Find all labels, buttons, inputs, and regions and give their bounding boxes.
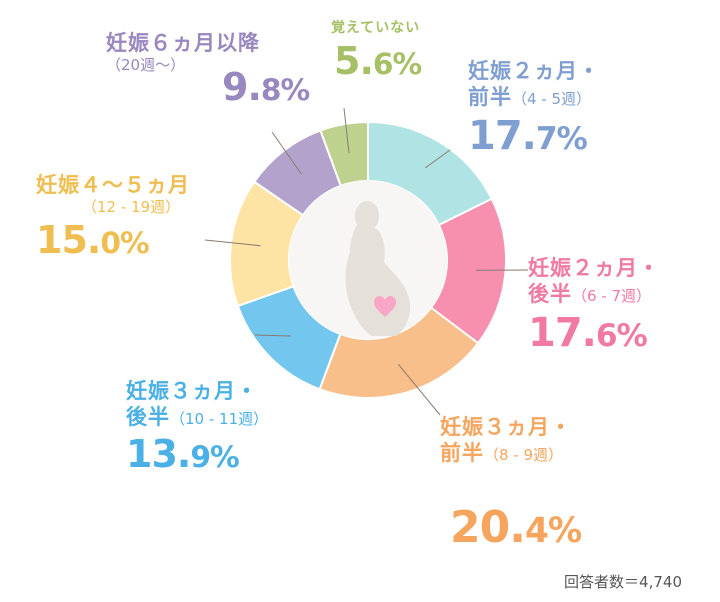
label-name-2: 後半（6 - 7週）: [528, 282, 652, 307]
label-4-5m: 妊娠４～５ヵ月 （12 - 19週） 15.0%: [36, 172, 190, 265]
label-name: 妊娠３ヵ月・: [126, 379, 258, 403]
leader-line: [397, 363, 441, 416]
leader-lines: [204, 107, 529, 416]
label-name: 覚えていない: [330, 20, 421, 36]
leader-line: [343, 107, 350, 154]
label-percent-3m-early: 20.4%: [450, 502, 582, 553]
label-sub: （12 - 19週）: [82, 198, 181, 217]
label-percent: 17.7%: [468, 112, 588, 159]
label-name-2: 前半（4 - 5週）: [468, 85, 592, 110]
leader-line: [254, 334, 291, 337]
label-name: 妊娠３ヵ月・: [440, 415, 572, 439]
donut-center: [289, 181, 447, 339]
label-percent-6m-plus: 9.8%: [222, 65, 310, 109]
label-percent: 5.6%: [334, 38, 422, 83]
leader-line: [204, 239, 261, 247]
label-name: 妊娠４～５ヵ月: [36, 173, 190, 197]
label-name: 妊娠６ヵ月以降: [106, 31, 260, 55]
donut-slices: [229, 120, 507, 399]
label-percent: 17.6%: [528, 309, 648, 356]
label-name: 妊娠２ヵ月・: [528, 256, 660, 280]
leader-line: [424, 149, 451, 169]
label-percent: 13.9%: [126, 431, 240, 476]
label-not-remember: 覚えていない 5.6%: [330, 20, 422, 85]
label-name-2: 後半（10 - 11週）: [126, 405, 269, 430]
label-2m-late: 妊娠２ヵ月・ 後半（6 - 7週） 17.6%: [528, 255, 660, 358]
label-percent: 15.0%: [36, 218, 150, 262]
label-name-2: 前半（8 - 9週）: [440, 441, 564, 466]
label-6m-plus: 妊娠６ヵ月以降 （20週～）: [106, 30, 260, 75]
leader-line: [271, 131, 302, 175]
label-sub: （20週～）: [106, 56, 186, 75]
label-3m-early: 妊娠３ヵ月・ 前半（8 - 9週）: [440, 414, 572, 467]
pregnant-woman-icon: [345, 201, 411, 336]
label-2m-early: 妊娠２ヵ月・ 前半（4 - 5週） 17.7%: [468, 58, 600, 161]
label-name: 妊娠２ヵ月・: [468, 59, 600, 83]
respondent-count: 回答者数＝4,740: [564, 573, 682, 591]
label-3m-late: 妊娠３ヵ月・ 後半（10 - 11週） 13.9%: [126, 378, 268, 478]
heart-icon: [374, 296, 396, 317]
